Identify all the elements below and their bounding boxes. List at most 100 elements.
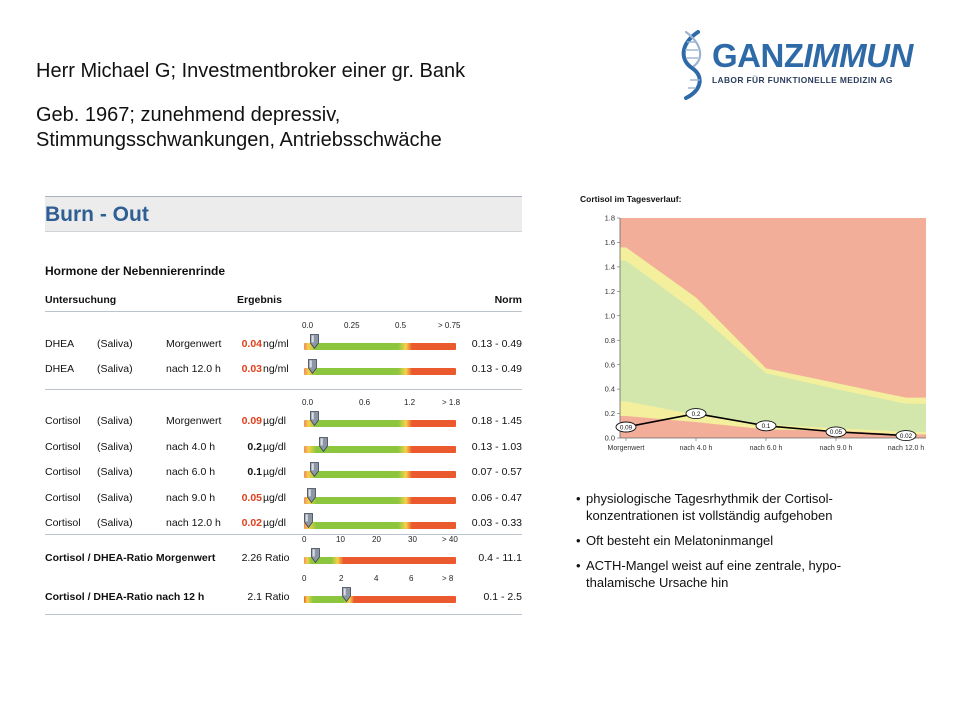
result-value: 2.1 xyxy=(247,591,262,603)
x-tick-label: Morgenwert xyxy=(608,445,645,452)
divider xyxy=(45,614,522,615)
test-name: DHEA xyxy=(45,363,75,375)
sample-time: nach 12.0 h xyxy=(166,363,221,375)
sample-time: nach 12.0 h xyxy=(166,517,221,529)
value-marker-icon xyxy=(308,359,317,375)
logo-wordmark: GANZIMMUN xyxy=(712,37,913,74)
test-name: Cortisol xyxy=(45,466,81,478)
scale-label: > 1.8 xyxy=(442,398,461,407)
data-point-marker xyxy=(895,430,917,442)
value-marker-icon xyxy=(310,462,320,478)
result-unit: ng/ml xyxy=(263,363,289,375)
data-label: 0.2 xyxy=(692,411,701,418)
scale-label: 0.0 xyxy=(302,398,314,407)
range-bar xyxy=(304,496,456,504)
result-value: 0.1 xyxy=(247,466,262,478)
data-label: 0.09 xyxy=(620,424,633,431)
col-header-untersuchung: Untersuchung xyxy=(45,294,117,306)
x-tick-label: nach 9.0 h xyxy=(820,445,853,452)
range-bar xyxy=(304,522,456,529)
scale-label: 2 xyxy=(339,574,344,583)
result-value: 0.03 xyxy=(241,363,262,375)
scale-label: 1.2 xyxy=(404,398,416,407)
scale-label: 0.6 xyxy=(359,398,371,407)
scale-label: 0 xyxy=(302,574,307,583)
finding-item: • Oft besteht ein Melatoninmangel xyxy=(576,533,774,548)
result-unit: µg/dl xyxy=(263,415,286,427)
y-tick-label: 1.2 xyxy=(605,287,615,296)
value-marker-icon xyxy=(306,487,316,503)
norm-range: 0.4 - 11.1 xyxy=(478,552,522,564)
patient-line-2: Geb. 1967; zunehmend depressiv, xyxy=(36,104,341,126)
range-bar xyxy=(304,445,456,453)
data-label: 0.1 xyxy=(762,423,771,430)
result-unit: µg/dl xyxy=(263,440,286,453)
ratio-label: Cortisol / DHEA-Ratio nach 12 h xyxy=(45,591,205,603)
value-marker-icon xyxy=(318,436,328,452)
result-value: 0.02 xyxy=(241,517,262,529)
norm-range: 0.13 - 1.03 xyxy=(471,440,522,453)
burnout-report: Burn - Out Hormone der Nebennierenrinde … xyxy=(45,196,522,616)
result-unit: µg/dl xyxy=(263,491,286,504)
y-tick-label: 0.2 xyxy=(605,409,615,418)
result-unit: Ratio xyxy=(265,552,290,564)
y-tick-label: 1.0 xyxy=(605,311,615,320)
scale-label: 0.0 xyxy=(302,321,314,330)
norm-range: 0.13 - 0.49 xyxy=(471,363,522,375)
scale-label: 4 xyxy=(374,574,379,583)
scale-label: 20 xyxy=(372,535,381,544)
range-bar xyxy=(304,596,456,603)
report-title-bar xyxy=(45,196,522,232)
patient-line-3: Stimmungsschwankungen, Antriebsschwäche xyxy=(36,129,442,151)
norm-range: 0.13 - 0.49 xyxy=(471,338,522,350)
result-unit: µg/dl xyxy=(263,466,286,478)
sample-time: nach 6.0 h xyxy=(166,466,216,478)
value-marker-icon xyxy=(309,411,319,427)
sample-type: (Saliva) xyxy=(97,415,133,427)
norm-range: 0.03 - 0.33 xyxy=(471,517,522,529)
ratio-label: Cortisol / DHEA-Ratio Morgenwert xyxy=(45,552,216,564)
data-label: 0.02 xyxy=(900,433,913,440)
sample-time: Morgenwert xyxy=(166,415,222,427)
data-point-marker xyxy=(755,420,777,432)
result-unit: ng/ml xyxy=(263,338,289,350)
bullet-dot: • xyxy=(576,491,581,506)
logo-tagline: LABOR FÜR FUNKTIONELLE MEDIZIN AG xyxy=(712,75,893,85)
test-name: Cortisol xyxy=(45,440,81,453)
dna-helix-icon xyxy=(681,30,702,100)
sample-type: (Saliva) xyxy=(97,491,133,504)
divider xyxy=(45,311,522,312)
value-marker-icon xyxy=(341,587,351,603)
col-header-ergebnis: Ergebnis xyxy=(237,294,282,306)
range-bar xyxy=(304,420,456,427)
sample-type: (Saliva) xyxy=(97,363,133,375)
scale-label: > 40 xyxy=(442,535,458,544)
col-header-norm: Norm xyxy=(494,294,522,306)
divider xyxy=(45,534,522,535)
sample-time: nach 4.0 h xyxy=(166,440,216,453)
test-name: Cortisol xyxy=(45,415,81,427)
sample-time: nach 9.0 h xyxy=(166,491,216,504)
report-subtitle: Hormone der Nebennierenrinde xyxy=(45,264,226,278)
sample-type: (Saliva) xyxy=(97,338,133,350)
sample-type: (Saliva) xyxy=(97,466,133,478)
sample-time: Morgenwert xyxy=(166,338,222,350)
test-name: Cortisol xyxy=(45,517,81,529)
x-tick-label: nach 4.0 h xyxy=(680,445,713,452)
ganzimmun-logo: GANZIMMUN LABOR FÜR FUNKTIONELLE MEDIZIN… xyxy=(676,30,936,100)
y-tick-label: 1.6 xyxy=(605,238,615,247)
result-value: 2.26 xyxy=(241,552,262,564)
x-tick-label: nach 6.0 h xyxy=(750,445,783,452)
report-title: Burn - Out xyxy=(45,203,149,226)
findings-list: • physiologische Tagesrhythmik der Corti… xyxy=(576,490,936,599)
scale-label: > 0.75 xyxy=(438,321,461,330)
result-value: 0.2 xyxy=(247,440,262,453)
y-tick-label: 0.6 xyxy=(605,360,615,369)
scale-label: 0.25 xyxy=(344,321,360,330)
range-bar xyxy=(304,557,456,564)
value-marker-icon xyxy=(303,513,313,529)
scale-label: > 8 xyxy=(442,574,454,583)
cortisol-chart-svg: 0.0 0.2 0.4 0.6 0.8 1.0 1.2 1.4 1.6 1.8 Morgenwert… xyxy=(605,214,926,452)
result-unit: Ratio xyxy=(265,591,290,603)
y-tick-label: 1.4 xyxy=(605,262,615,271)
